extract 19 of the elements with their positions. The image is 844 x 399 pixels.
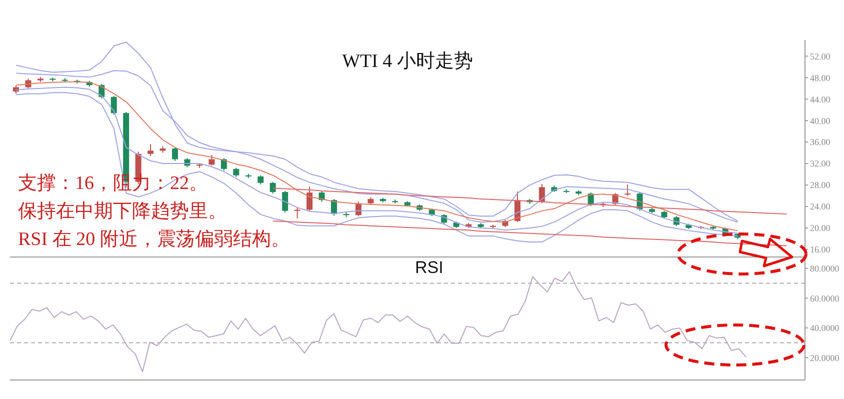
chart-title: RSI <box>415 258 444 278</box>
y-tick-label: 44.00 <box>810 94 831 104</box>
y-tick-label: 52.00 <box>810 51 831 62</box>
y-tick-label: 16.00 <box>810 244 831 255</box>
y-tick-label: 24.00 <box>810 202 831 212</box>
y-tick-label: 20.0000 <box>810 352 840 363</box>
y-tick-label: 40.00 <box>810 116 831 126</box>
y-tick-label: 48.00 <box>810 72 831 83</box>
y-tick-label: 32.00 <box>810 158 831 169</box>
y-tick-label: 40.0000 <box>810 323 840 334</box>
y-tick-label: 20.00 <box>810 223 831 234</box>
annotation: 保持在中期下降趋势里。 <box>18 200 227 224</box>
annotation: RSI 在 20 附近，震荡偏弱结构。 <box>18 228 290 252</box>
y-tick-label: 28.00 <box>810 180 831 190</box>
y-tick-label: 60.0000 <box>810 293 840 304</box>
y-tick-label: 36.00 <box>810 137 831 148</box>
text: WTI 4 小时走势 <box>341 50 474 74</box>
annotation: 支撑：16，阻力：22。 <box>18 172 208 196</box>
y-tick-label: 80.0000 <box>810 264 840 274</box>
